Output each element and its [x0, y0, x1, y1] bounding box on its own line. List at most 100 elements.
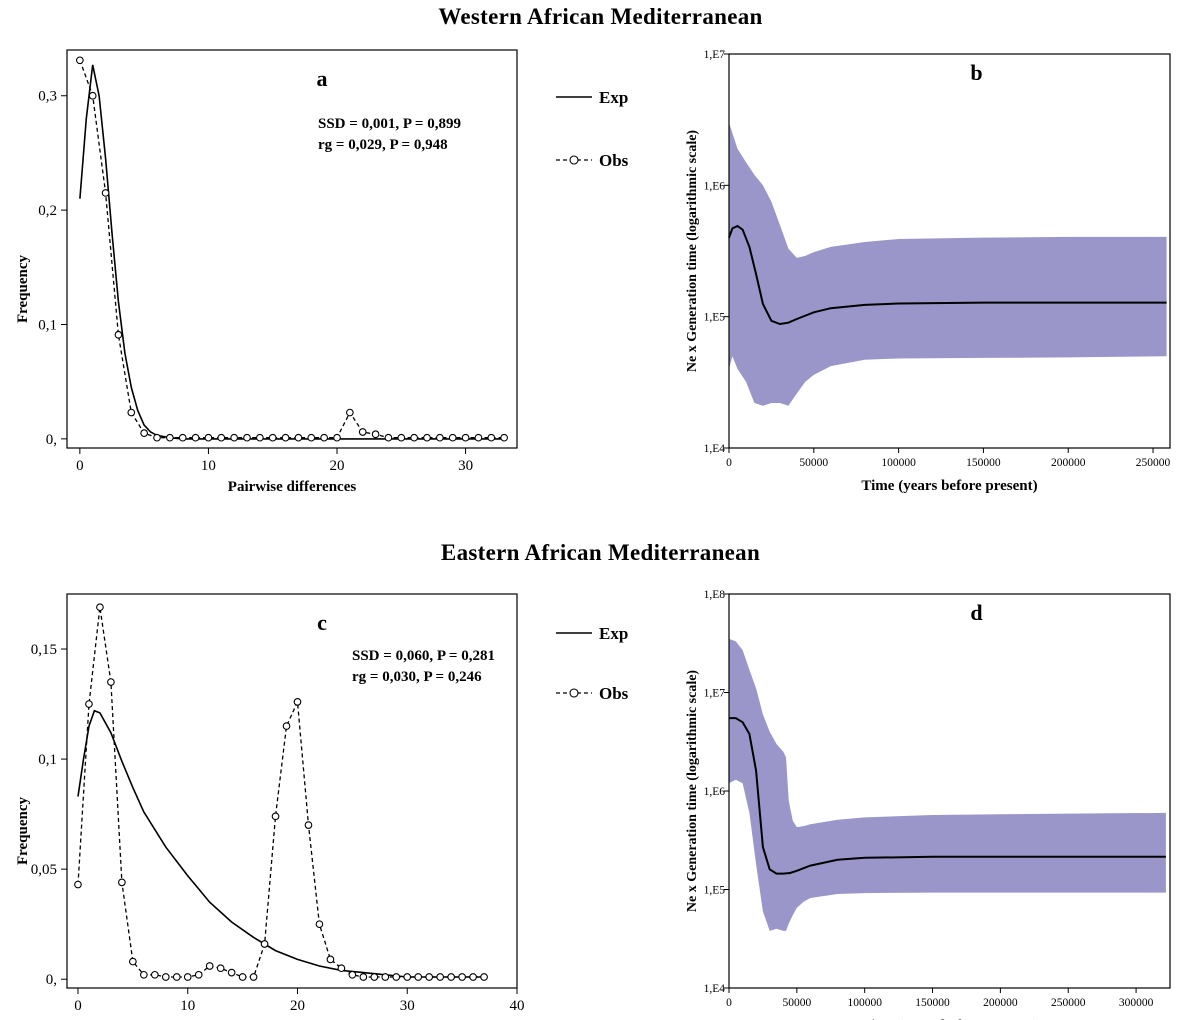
x-tick-label: 200000: [983, 997, 1018, 1009]
obs-point: [358, 428, 367, 436]
legend-obs-marker: [569, 688, 579, 698]
obs-point: [217, 433, 226, 442]
x-axis-label: Time (years before present): [861, 478, 1037, 494]
obs-point: [293, 698, 302, 706]
obs-point: [425, 973, 434, 981]
obs-point: [191, 433, 200, 442]
obs-point: [304, 821, 313, 829]
obs-point: [500, 433, 508, 442]
panel-label: a: [317, 66, 328, 91]
y-tick-label: 0,1: [38, 752, 57, 768]
skyline-chart-d: 0 50000 100000 150000 200000 250000 300000 1,E4…: [685, 589, 1171, 1020]
obs-point: [153, 433, 161, 442]
obs-point: [88, 91, 97, 100]
plot-frame: [728, 593, 1171, 989]
stats-annotation-line: rg = 0,029, P = 0,948: [318, 137, 448, 153]
obs-point: [114, 330, 123, 339]
obs-point: [346, 408, 354, 417]
obs-point: [127, 408, 136, 417]
obs-point: [140, 429, 148, 437]
legend-exp-label: Exp: [599, 624, 628, 643]
plot-frame: [66, 593, 518, 989]
y-tick-label: 0,05: [31, 862, 57, 878]
x-axis-label: Time (years before present): [861, 1018, 1037, 1020]
obs-point: [281, 433, 290, 442]
obs-point: [118, 878, 126, 887]
obs-point: [326, 955, 335, 964]
obs-point: [129, 957, 137, 966]
obs-point: [410, 433, 418, 442]
x-tick-label: 150000: [915, 997, 950, 1009]
obs-point: [414, 973, 423, 981]
x-tick-label: 30: [458, 458, 473, 474]
panel-label: d: [970, 600, 982, 625]
x-tick-label: 40: [510, 998, 525, 1014]
panel-label: b: [970, 60, 982, 85]
obs-point: [392, 973, 401, 981]
obs-point: [423, 433, 431, 442]
obs-point: [370, 973, 379, 981]
obs-point: [85, 700, 93, 708]
obs-point: [474, 433, 483, 442]
x-tick-label: 10: [180, 998, 195, 1014]
obs-point: [348, 970, 357, 979]
obs-point: [172, 973, 181, 981]
obs-point: [205, 962, 214, 970]
obs-point: [204, 433, 213, 442]
obs-point: [216, 964, 225, 973]
x-tick-label: 30: [400, 998, 415, 1014]
plot-frame: [66, 49, 518, 449]
x-tick-label: 150000: [966, 457, 1001, 469]
x-tick-label: 300000: [1119, 997, 1154, 1009]
obs-point: [271, 812, 280, 821]
y-tick-label: 0,3: [38, 89, 57, 105]
y-tick-label: 0,: [46, 432, 57, 448]
x-tick-label: 250000: [1051, 997, 1086, 1009]
eastern-section-title: Eastern African Mediterranean: [440, 540, 761, 565]
y-axis-label: Frequency: [15, 254, 31, 323]
median-line: [729, 717, 1166, 875]
x-tick-label: 0: [74, 998, 82, 1014]
y-tick-label: 0,: [46, 972, 57, 988]
y-tick-label: 1,E8: [704, 589, 726, 601]
stats-annotation-line: SSD = 0,001, P = 0,899: [318, 116, 461, 132]
skyline-chart-b: 0 50000 100000 150000 200000 250000 1,E4 1,E5 1,…: [685, 49, 1171, 494]
obs-point: [256, 433, 264, 442]
obs-point: [403, 973, 412, 981]
x-tick-label: 200000: [1051, 457, 1086, 469]
median-line: [728, 224, 1167, 326]
obs-point: [458, 973, 466, 981]
y-tick-label: 1,E7: [704, 688, 726, 700]
y-axis-label: Ne x Generation time (logarithmic scale): [685, 670, 700, 913]
stats-annotation-line: SSD = 0,060, P = 0,281: [352, 648, 495, 664]
hpd-band: [729, 122, 1167, 406]
legend-obs-label: Obs: [599, 684, 629, 703]
obs-point: [282, 722, 291, 730]
obs-point: [436, 973, 445, 981]
obs-point: [238, 973, 247, 981]
mismatch-chart-a: 0 10 20 30 0, 0,1 0,2 0,3 Pairwise differences Fr…: [15, 49, 629, 495]
y-tick-label: 1,E4: [704, 983, 726, 995]
obs-point: [74, 880, 82, 889]
obs-point: [107, 678, 115, 686]
panel-label: c: [317, 610, 327, 635]
x-tick-label: 250000: [1136, 457, 1171, 469]
obs-point: [260, 940, 269, 948]
x-tick-label: 10: [201, 458, 216, 474]
legend-obs-marker: [569, 155, 579, 165]
obs-point: [487, 433, 496, 442]
obs-point: [371, 430, 380, 439]
x-tick-label: 20: [330, 458, 345, 474]
series-line-obs: [79, 60, 505, 439]
obs-point: [183, 973, 192, 981]
obs-point: [359, 973, 368, 981]
obs-point: [249, 973, 258, 981]
y-tick-label: 1,E7: [704, 49, 726, 61]
obs-point: [76, 56, 84, 65]
obs-point: [480, 973, 488, 981]
y-tick-label: 1,E4: [704, 443, 726, 455]
stats-annotation-line: rg = 0,030, P = 0,246: [352, 669, 482, 685]
obs-point: [96, 603, 104, 612]
obs-point: [397, 433, 406, 442]
